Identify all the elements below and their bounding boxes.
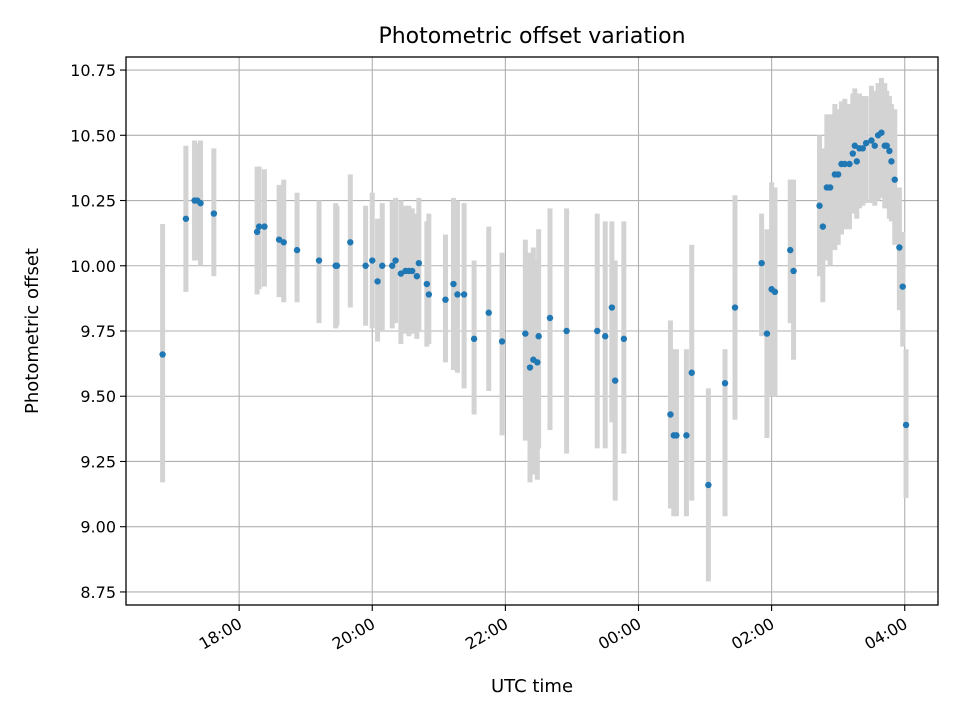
data-point	[333, 262, 341, 269]
data-point	[871, 142, 878, 149]
data-point	[787, 246, 794, 254]
data-point	[182, 215, 190, 222]
data-point	[888, 158, 895, 165]
data-point	[899, 283, 906, 290]
data-point	[280, 239, 287, 246]
data-point	[454, 291, 461, 298]
y-axis-label: Photometric offset	[22, 248, 43, 414]
data-point	[546, 314, 554, 322]
data-point	[423, 280, 431, 288]
data-point	[397, 270, 405, 277]
data-point	[275, 236, 283, 243]
data-point	[425, 291, 433, 298]
data-point	[534, 359, 541, 366]
y-tick-label: 10.00	[70, 257, 116, 276]
data-point	[535, 333, 542, 340]
data-point	[834, 171, 842, 178]
data-point	[721, 379, 729, 387]
data-point	[408, 267, 416, 275]
data-point	[878, 129, 885, 136]
y-axis: 8.75 9.00 9.25 9.50 9.75 10.00 10.25 10.50 10.75	[70, 61, 126, 602]
chart-title: Photometric offset variation	[378, 24, 685, 49]
data-point	[460, 291, 468, 298]
data-point	[315, 257, 323, 264]
data-point	[846, 160, 853, 168]
data-point	[763, 330, 771, 337]
data-point	[886, 147, 893, 155]
data-point	[526, 364, 534, 371]
data-point	[498, 338, 506, 345]
data-point	[819, 223, 827, 230]
data-point	[688, 369, 695, 376]
data-point	[485, 309, 492, 316]
data-point	[255, 223, 263, 230]
y-tick-label: 9.50	[80, 387, 116, 406]
y-tick-label: 9.25	[80, 452, 116, 471]
data-point	[197, 199, 204, 207]
data-point	[816, 202, 823, 209]
data-point	[841, 160, 849, 168]
data-point	[771, 288, 779, 296]
data-point	[210, 210, 218, 217]
x-axis-label: UTC time	[491, 676, 573, 697]
data-point	[608, 304, 616, 311]
data-point	[620, 335, 628, 343]
data-point	[415, 259, 423, 267]
data-point	[442, 296, 449, 303]
data-point	[261, 223, 268, 230]
data-point	[826, 184, 834, 191]
data-point	[362, 262, 369, 269]
data-point	[790, 267, 797, 275]
data-point	[859, 145, 866, 152]
y-tick-label: 10.75	[70, 61, 116, 80]
data-point	[853, 158, 860, 165]
data-point	[602, 333, 609, 340]
data-point	[392, 257, 399, 264]
data-point	[673, 432, 680, 439]
data-point	[891, 176, 898, 183]
data-point	[868, 137, 875, 144]
data-point	[522, 330, 529, 337]
data-point	[883, 142, 890, 149]
data-point	[896, 244, 903, 251]
data-point	[413, 273, 421, 280]
y-tick-label: 10.25	[70, 192, 116, 211]
data-point	[862, 139, 870, 147]
data-point	[683, 432, 690, 439]
data-point	[731, 304, 739, 311]
data-point	[347, 239, 354, 246]
data-point	[705, 481, 712, 489]
y-tick-label: 8.75	[80, 583, 116, 602]
data-point	[369, 257, 376, 264]
data-point	[293, 246, 301, 254]
data-point	[450, 280, 457, 288]
data-point	[611, 377, 619, 384]
data-point	[902, 421, 910, 429]
y-tick-label: 9.75	[80, 322, 116, 341]
y-tick-label: 9.00	[80, 518, 116, 537]
data-point	[253, 228, 261, 236]
data-points	[159, 129, 910, 489]
data-point	[667, 411, 674, 418]
data-point	[389, 262, 396, 269]
data-point	[379, 262, 386, 269]
data-point	[563, 327, 570, 335]
y-tick-label: 10.50	[70, 126, 116, 145]
data-point	[758, 259, 765, 267]
data-point	[849, 150, 857, 157]
data-point	[851, 142, 859, 149]
data-point	[374, 278, 381, 285]
data-point	[470, 335, 478, 343]
data-point	[159, 351, 166, 358]
data-point	[594, 327, 601, 335]
